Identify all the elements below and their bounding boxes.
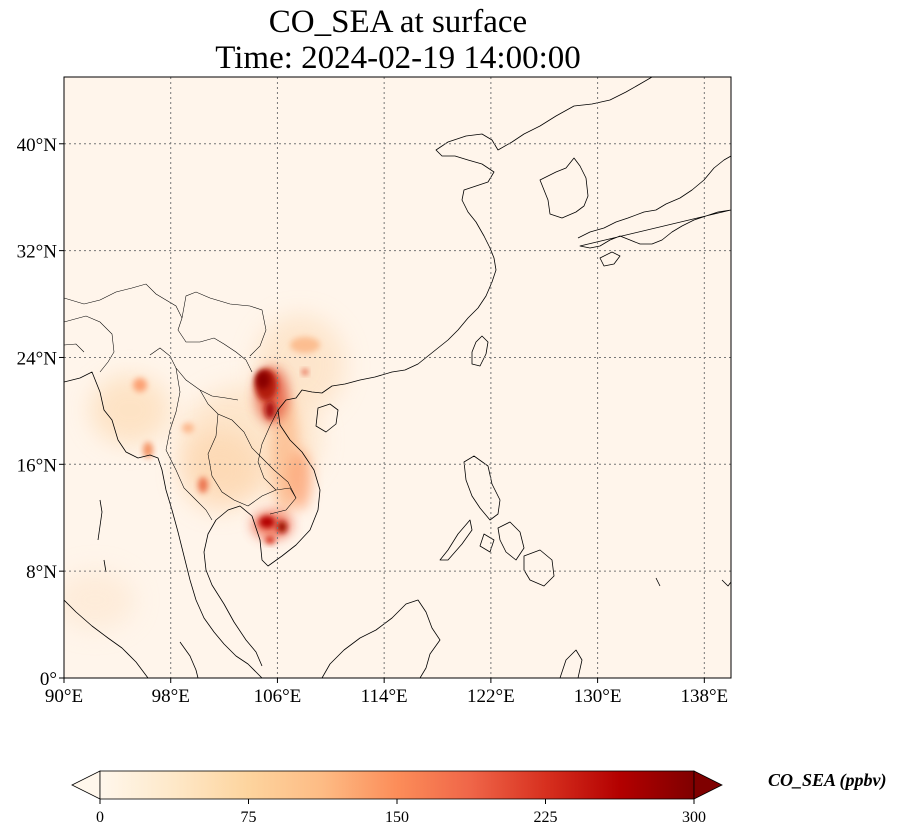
lon-tick-label: 114°E xyxy=(361,686,408,707)
lon-tick-label: 130°E xyxy=(574,686,622,707)
lon-tick-label: 122°E xyxy=(467,686,515,707)
map-background xyxy=(64,77,731,678)
lon-tick-label: 90°E xyxy=(45,686,83,707)
lat-tick-label: 16°N xyxy=(17,455,58,476)
colorbar: 0 75 150 225 300 xyxy=(71,770,723,826)
latitude-axis: 0° 8°N 16°N 24°N 32°N 40°N xyxy=(17,135,64,690)
colorbar-tick-label: 0 xyxy=(96,809,104,826)
gridlines xyxy=(64,77,731,678)
colorbar-extend-max xyxy=(693,770,723,800)
lat-tick-label: 24°N xyxy=(17,348,58,369)
colorbar-ticks: 0 75 150 225 300 xyxy=(96,799,706,826)
concentration-field xyxy=(64,315,345,630)
map-title: CO_SEA at surface xyxy=(268,4,528,40)
map-frame xyxy=(63,76,732,679)
lon-tick-label: 138°E xyxy=(680,686,728,707)
colorbar-extend-min xyxy=(71,770,101,800)
colorbar-tick-label: 300 xyxy=(682,809,706,826)
lat-tick-label: 0° xyxy=(40,669,57,690)
colorbar-tick-label: 225 xyxy=(534,809,558,826)
lat-tick-label: 32°N xyxy=(17,242,58,263)
coastlines xyxy=(64,77,731,678)
colorbar-tick-label: 150 xyxy=(385,809,409,826)
colorbar-gradient xyxy=(99,770,695,800)
lat-tick-label: 40°N xyxy=(17,135,58,156)
lon-tick-label: 98°E xyxy=(152,686,190,707)
country-borders xyxy=(64,283,297,521)
colorbar-label: CO_SEA (ppbv) xyxy=(768,770,887,790)
lat-tick-label: 8°N xyxy=(26,562,57,583)
colorbar-tick-label: 75 xyxy=(241,809,257,826)
map-subtitle-time: Time: 2024-02-19 14:00:00 xyxy=(215,40,581,76)
longitude-axis: 90°E 98°E 106°E 114°E 122°E 130°E 138°E xyxy=(45,678,728,707)
lon-tick-label: 106°E xyxy=(254,686,302,707)
